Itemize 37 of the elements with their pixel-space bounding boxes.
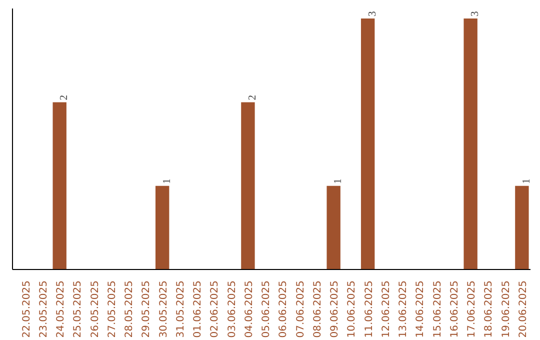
x-tick-label: 02.06.2025 xyxy=(210,280,221,338)
x-tick-label: 16.06.2025 xyxy=(449,280,460,338)
x-tick-label: 11.06.2025 xyxy=(364,280,375,338)
x-tick-label: 19.06.2025 xyxy=(500,280,512,338)
x-tick-label: 25.05.2025 xyxy=(72,280,84,338)
x-tick-label: 28.05.2025 xyxy=(124,280,136,338)
x-tick-label: 23.05.2025 xyxy=(38,280,50,338)
data-label: 2 xyxy=(247,94,258,100)
x-tick-label: 04.06.2025 xyxy=(244,280,255,338)
data-label: 1 xyxy=(162,178,173,184)
x-tick-label: 03.06.2025 xyxy=(226,280,238,338)
x-tick-label: 18.06.2025 xyxy=(484,280,495,338)
x-tick-label: 08.06.2025 xyxy=(312,280,324,338)
data-label: 2 xyxy=(59,94,70,100)
x-tick-label: 06.06.2025 xyxy=(278,280,290,338)
x-tick-label: 29.05.2025 xyxy=(141,280,152,338)
x-tick-label: 24.05.2025 xyxy=(56,280,67,338)
x-tick-label: 10.06.2025 xyxy=(346,280,358,338)
x-tick-label: 30.05.2025 xyxy=(158,280,170,338)
x-tick-label: 27.05.2025 xyxy=(106,280,118,338)
data-label: 1 xyxy=(333,178,344,184)
x-tick-label: 20.06.2025 xyxy=(518,280,529,338)
x-tick-label: 14.06.2025 xyxy=(415,280,426,338)
x-tick-label: 26.05.2025 xyxy=(90,280,101,338)
data-label: 1 xyxy=(521,178,532,184)
x-tick-label: 07.06.2025 xyxy=(295,280,306,338)
x-tick-label: 17.06.2025 xyxy=(466,280,478,338)
data-label: 3 xyxy=(367,11,378,17)
data-label: 3 xyxy=(470,11,482,17)
x-tick-label: 31.05.2025 xyxy=(175,280,186,338)
x-tick-label: 22.05.2025 xyxy=(21,280,32,338)
x-tick-label: 13.06.2025 xyxy=(398,280,410,338)
x-tick-label: 05.06.2025 xyxy=(261,280,272,338)
x-tick-label: 01.06.2025 xyxy=(192,280,204,338)
x-tick-label: 09.06.2025 xyxy=(330,280,341,338)
x-tick-label: 12.06.2025 xyxy=(380,280,392,338)
x-tick-label: 15.06.2025 xyxy=(432,280,444,338)
